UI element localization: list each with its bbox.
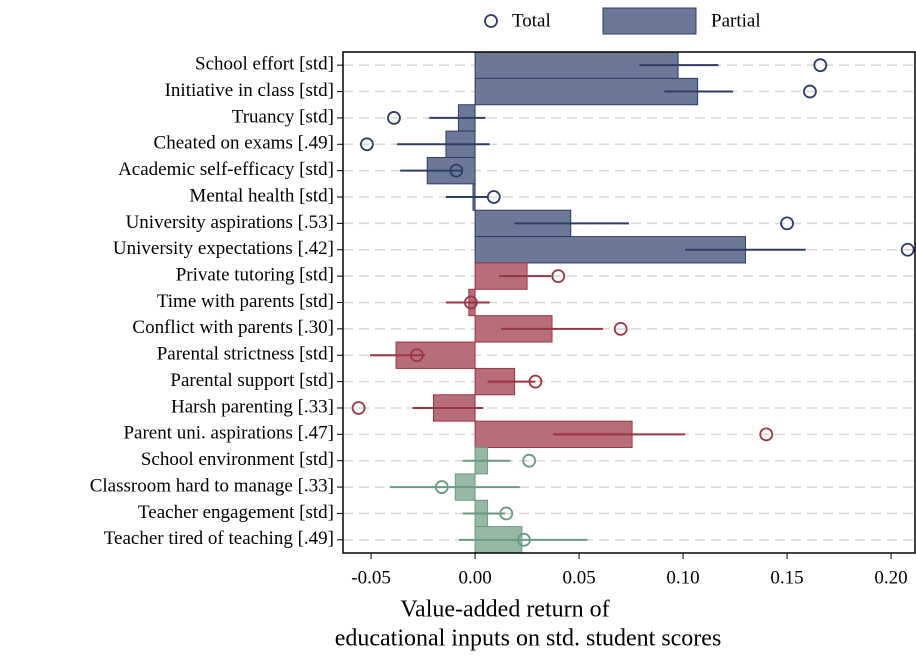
total-marker — [613, 321, 628, 336]
y-tick-label: Classroom hard to manage [.33] — [90, 475, 334, 496]
y-tick-label: Teacher tired of teaching [.49] — [104, 528, 334, 549]
total-marker — [759, 427, 774, 442]
bar — [474, 77, 699, 106]
total-marker — [387, 111, 401, 125]
total-marker — [360, 137, 374, 152]
y-tick-label: Private tutoring [std] — [176, 264, 334, 285]
total-marker — [409, 348, 424, 363]
total-marker — [351, 401, 366, 415]
total-marker — [780, 216, 794, 231]
x-axis-title: Value-added return of — [400, 597, 609, 623]
y-tick-label: Conflict with parents [.30] — [132, 317, 334, 338]
x-tick-label: 0.10 — [666, 567, 699, 588]
y-tick-label: Harsh parenting [.33] — [171, 396, 334, 417]
total-marker — [449, 163, 464, 178]
y-tick-label: Parental support [std] — [170, 370, 334, 391]
y-tick-label: Mental health [std] — [189, 185, 334, 206]
total-marker — [551, 269, 566, 284]
legend-swatch — [602, 7, 697, 35]
total-marker — [522, 453, 537, 468]
total-marker — [803, 84, 817, 99]
y-tick-label: Parental strictness [std] — [157, 344, 334, 365]
legend-label: Partial — [711, 10, 761, 31]
total-marker — [517, 532, 531, 547]
y-tick-label: Initiative in class [std] — [165, 80, 334, 101]
total-marker — [434, 480, 449, 494]
legend-label: Total — [512, 10, 551, 31]
total-marker — [900, 242, 915, 257]
y-tick-label: Cheated on exams [.49] — [154, 133, 334, 154]
total-marker — [499, 506, 514, 521]
y-tick-label: University expectations [.42] — [113, 238, 334, 259]
total-marker — [813, 58, 828, 73]
y-tick-label: Academic self-efficacy [std] — [118, 159, 334, 180]
y-tick-label: University aspirations [.53] — [126, 212, 334, 233]
x-tick-label: -0.05 — [351, 567, 391, 588]
x-tick-label: 0.15 — [770, 567, 803, 588]
y-tick-label: Truancy [std] — [232, 106, 334, 127]
x-tick-label: 0.20 — [874, 567, 907, 588]
y-tick-label: Parent uni. aspirations [.47] — [123, 423, 334, 444]
x-axis-title: educational inputs on std. student score… — [335, 626, 722, 652]
y-tick-label: School effort [std] — [195, 54, 334, 75]
total-marker — [464, 295, 478, 310]
y-tick-label: Time with parents [std] — [157, 291, 334, 312]
x-tick-label: 0.00 — [458, 567, 491, 588]
total-marker — [486, 190, 501, 204]
y-tick-label: School environment [std] — [141, 449, 334, 470]
x-tick-label: 0.05 — [562, 567, 595, 588]
plot-frame — [342, 51, 916, 554]
legend-marker — [484, 14, 498, 28]
total-marker — [528, 374, 543, 389]
y-tick-label: Teacher engagement [std] — [138, 502, 334, 523]
